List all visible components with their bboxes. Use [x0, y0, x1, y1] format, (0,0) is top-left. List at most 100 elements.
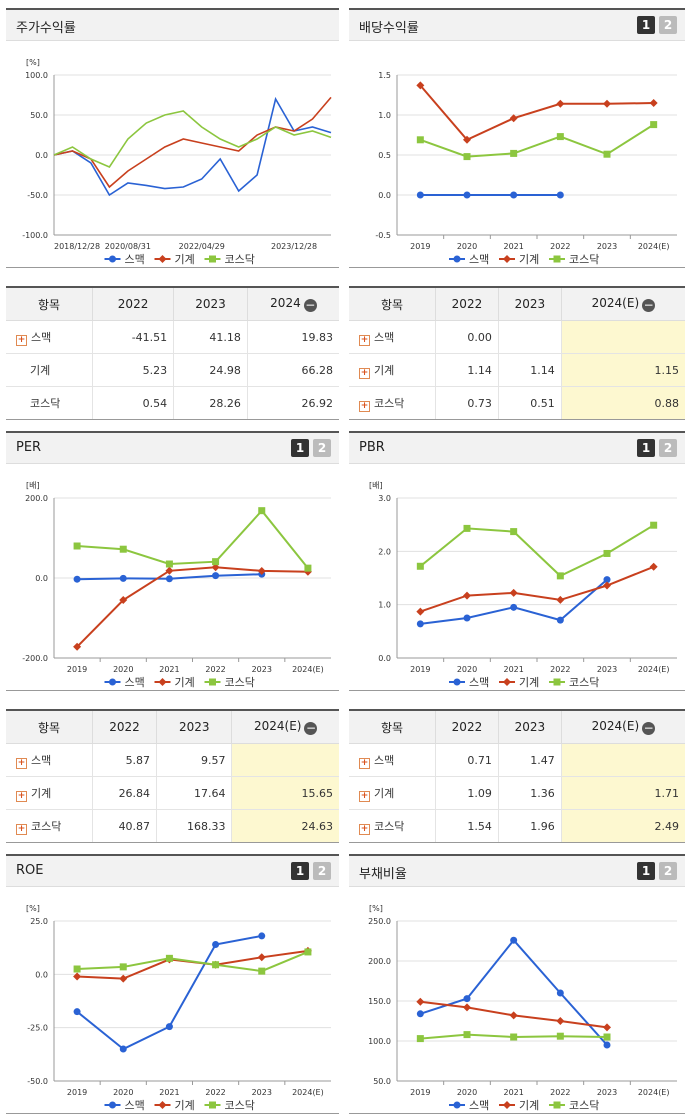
series-line — [77, 950, 309, 973]
tab-2[interactable]: 2 — [659, 16, 677, 34]
column-header: 2022 — [91, 288, 174, 321]
y-tick-label: -50.0 — [27, 1077, 48, 1086]
tab-2[interactable]: 2 — [313, 862, 331, 880]
row-label: + 코스닥 — [359, 396, 405, 412]
dividend-yield-chart: 1.5 1.0 0.5 0.0 -0.5 2019 2020 2021 2022 2023 2024… — [375, 71, 677, 266]
data-point — [463, 591, 471, 600]
row-label: + 스맥 — [349, 320, 436, 354]
expand-icon[interactable]: + — [16, 790, 27, 802]
y-tick-label: 0.5 — [378, 151, 391, 160]
dividend-yield-table: 항목 2022 2023 2024(E) − + 스맥 0.00 + 기계 1.14 1.14 1.15… — [349, 286, 685, 420]
table-row: + 스맥 0.00 — [349, 320, 685, 354]
series-line — [419, 84, 654, 142]
y-tick-label: 25.0 — [30, 917, 48, 926]
expand-icon[interactable]: + — [359, 790, 370, 802]
x-tick-label: 2021 — [503, 242, 523, 251]
expand-icon[interactable]: + — [359, 367, 370, 379]
column-header: 2023 — [497, 288, 562, 321]
expand-icon[interactable]: + — [16, 334, 27, 346]
expand-icon[interactable]: + — [16, 757, 27, 769]
data-point — [73, 542, 81, 550]
data-point — [119, 596, 128, 604]
y-tick-label: 1.0 — [378, 111, 391, 120]
y-tick-label: 3.0 — [378, 494, 391, 503]
column-header: 2022 — [91, 711, 157, 744]
table-cell — [560, 743, 685, 777]
data-point — [304, 564, 312, 572]
x-tick-label: 2021 — [503, 665, 523, 674]
table-cell: 1.09 — [435, 776, 499, 810]
data-point — [603, 150, 611, 158]
legend-marker — [453, 678, 461, 686]
y-tick-label: 100.0 — [25, 71, 48, 80]
table-cell: 24.98 — [173, 353, 248, 387]
data-point — [416, 136, 424, 144]
table-cell — [231, 743, 339, 777]
expand-icon[interactable]: + — [359, 823, 370, 835]
legend: 스맥 기계 코스닥 — [104, 676, 255, 689]
legend: 스맥 기계 코스닥 — [449, 253, 599, 266]
tab-1[interactable]: 1 — [291, 439, 309, 457]
data-point — [603, 99, 611, 108]
expand-icon[interactable]: + — [359, 334, 370, 346]
row-label: + 코스닥 — [16, 819, 62, 835]
data-point — [509, 114, 518, 123]
x-tick-label: 2023 — [597, 1088, 617, 1097]
column-header: 2022 — [435, 711, 499, 744]
x-tick-label: 2024(E) — [638, 1088, 670, 1097]
collapse-icon[interactable]: − — [642, 721, 656, 735]
series-line — [53, 96, 332, 197]
expand-icon[interactable]: + — [16, 823, 27, 835]
y-tick-label: 0.0 — [35, 574, 48, 583]
y-tick-label: -25.0 — [27, 1024, 48, 1033]
tab-1[interactable]: 1 — [637, 439, 655, 457]
series-2 — [416, 562, 658, 616]
legend-marker — [209, 678, 216, 686]
y-tick-label: 200.0 — [368, 957, 391, 966]
data-point — [73, 1008, 81, 1016]
collapse-icon[interactable]: − — [303, 298, 317, 312]
series-1 — [416, 576, 611, 628]
table-cell: 1.71 — [560, 776, 685, 810]
data-point — [416, 1035, 424, 1043]
tab-2[interactable]: 2 — [659, 862, 677, 880]
tab-1[interactable]: 1 — [291, 862, 309, 880]
tab-1[interactable]: 1 — [637, 16, 655, 34]
expand-icon[interactable]: + — [359, 400, 370, 412]
collapse-icon[interactable]: − — [642, 298, 656, 312]
panel-header: 배당수익률 1 2 — [349, 10, 685, 41]
row-label: + 스맥 — [6, 743, 93, 777]
data-point — [119, 574, 127, 582]
table-row: + 기계 1.14 1.14 1.15 — [349, 353, 685, 387]
legend-marker — [158, 255, 167, 263]
table-row: + 스맥 5.87 9.57 — [6, 743, 339, 777]
column-header: 2024(E) − — [560, 711, 685, 744]
x-tick-label: 2020 — [457, 665, 477, 674]
x-tick-label: 2023 — [252, 665, 272, 674]
legend-label: 스맥 — [125, 253, 145, 266]
table-cell: 24.63 — [231, 809, 339, 842]
expand-icon[interactable]: + — [359, 757, 370, 769]
y-tick-label: -100.0 — [22, 231, 48, 240]
column-header: 2024− — [246, 288, 339, 321]
x-tick-label: 2018/12/28 — [54, 242, 100, 251]
legend-marker — [503, 1101, 511, 1109]
table-cell: 1.47 — [497, 743, 562, 777]
panel-header: 부채비율 1 2 — [349, 856, 685, 887]
tab-2[interactable]: 2 — [659, 439, 677, 457]
table-cell: 0.00 — [435, 320, 499, 354]
x-tick-label: 2021 — [159, 665, 179, 674]
tab-1[interactable]: 1 — [637, 862, 655, 880]
table-cell: 19.83 — [246, 320, 339, 354]
y-tick-label: 150.0 — [368, 997, 391, 1006]
table-row: 코스닥 0.54 28.26 26.92 — [6, 386, 339, 419]
series-2 — [73, 563, 312, 651]
legend-marker — [453, 1101, 461, 1109]
table-row: + 스맥 0.71 1.47 — [349, 743, 685, 777]
y-tick-label: 0.0 — [35, 970, 48, 979]
table-cell: 26.92 — [246, 386, 339, 419]
data-point — [556, 616, 564, 624]
collapse-icon[interactable]: − — [304, 721, 318, 735]
tab-2[interactable]: 2 — [313, 439, 331, 457]
stock-return-table: 항목 2022 2023 2024− + 스맥 -41.51 41.18 19.83 기계 5.23… — [6, 286, 339, 420]
